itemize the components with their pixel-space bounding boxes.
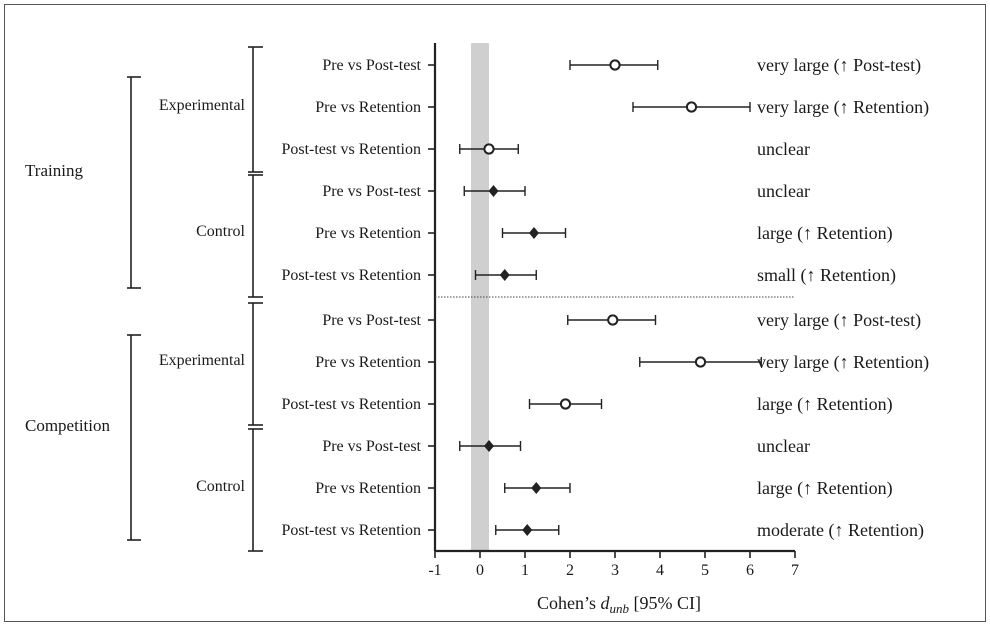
x-tick-label: 6 — [746, 562, 754, 579]
point-estimate-open-circle — [607, 314, 619, 326]
effect-interpretation: unclear — [757, 139, 810, 159]
comparison-label: Pre vs Retention — [315, 99, 421, 116]
x-tick-label: 3 — [611, 562, 619, 579]
point-estimate-open-circle — [685, 101, 698, 113]
point-estimate-filled-diamond — [531, 482, 542, 494]
effect-interpretation: unclear — [757, 436, 810, 456]
comparison-label: Post-test vs Retention — [281, 522, 421, 539]
section-label: Competition — [25, 416, 111, 435]
comparison-label: Post-test vs Retention — [281, 396, 421, 413]
x-tick-label: 1 — [521, 562, 529, 579]
x-tick-label: 7 — [791, 562, 799, 579]
x-tick-label: 2 — [566, 562, 574, 579]
effect-interpretation: small (↑ Retention) — [757, 265, 896, 286]
comparison-label: Post-test vs Retention — [281, 141, 421, 158]
x-tick-label: -1 — [428, 562, 441, 579]
effect-interpretation: large (↑ Retention) — [757, 223, 893, 244]
point-estimate-open-circle — [694, 356, 707, 368]
figure-frame: -1 0 1 2 3 4 5 6 7 Pre vs Post-test very large (↑… — [4, 4, 986, 622]
effect-interpretation: very large (↑ Retention) — [757, 97, 929, 118]
group-label: Experimental — [159, 97, 246, 114]
point-estimate-filled-diamond — [499, 269, 510, 281]
comparison-label: Post-test vs Retention — [281, 267, 421, 284]
point-estimate-filled-diamond — [484, 440, 494, 452]
comparison-label: Pre vs Post-test — [322, 57, 421, 74]
effect-interpretation: very large (↑ Post-test) — [757, 310, 921, 331]
comparison-label: Pre vs Post-test — [322, 438, 421, 455]
point-estimate-open-circle — [483, 143, 495, 155]
bracket-layer — [127, 46, 263, 552]
axis-layer: -1 0 1 2 3 4 5 6 7 — [428, 43, 799, 579]
mark-layer — [459, 59, 762, 536]
effect-interpretation: unclear — [757, 181, 810, 201]
point-estimate-filled-diamond — [522, 524, 533, 536]
point-estimate-open-circle — [609, 59, 621, 71]
effect-interpretation: very large (↑ Post-test) — [757, 55, 921, 76]
comparison-label: Pre vs Retention — [315, 480, 421, 497]
effect-interpretation: large (↑ Retention) — [757, 394, 893, 415]
point-estimate-filled-diamond — [529, 227, 539, 239]
effect-interpretation: large (↑ Retention) — [757, 478, 893, 499]
comparison-label: Pre vs Retention — [315, 225, 421, 242]
x-tick-label: 4 — [656, 562, 664, 579]
effect-interpretation: moderate (↑ Retention) — [757, 520, 924, 541]
x-axis-label: Cohen’s dunb [95% CI] — [537, 593, 701, 616]
effect-interpretation: very large (↑ Retention) — [757, 352, 929, 373]
forest-plot-chart: -1 0 1 2 3 4 5 6 7 Pre vs Post-test very large (↑… — [25, 43, 929, 616]
group-label: Control — [196, 478, 245, 495]
comparison-label: Pre vs Retention — [315, 354, 421, 371]
comparison-label: Pre vs Post-test — [322, 312, 421, 329]
x-tick-label: 5 — [701, 562, 709, 579]
point-estimate-filled-diamond — [488, 185, 499, 197]
section-label: Training — [25, 161, 83, 180]
point-estimate-open-circle — [559, 398, 572, 410]
x-tick-label: 0 — [476, 562, 484, 579]
label-layer: Pre vs Post-test very large (↑ Post-test)… — [25, 55, 929, 541]
comparison-label: Pre vs Post-test — [322, 183, 421, 200]
group-label: Control — [196, 223, 245, 240]
group-label: Experimental — [159, 352, 246, 369]
